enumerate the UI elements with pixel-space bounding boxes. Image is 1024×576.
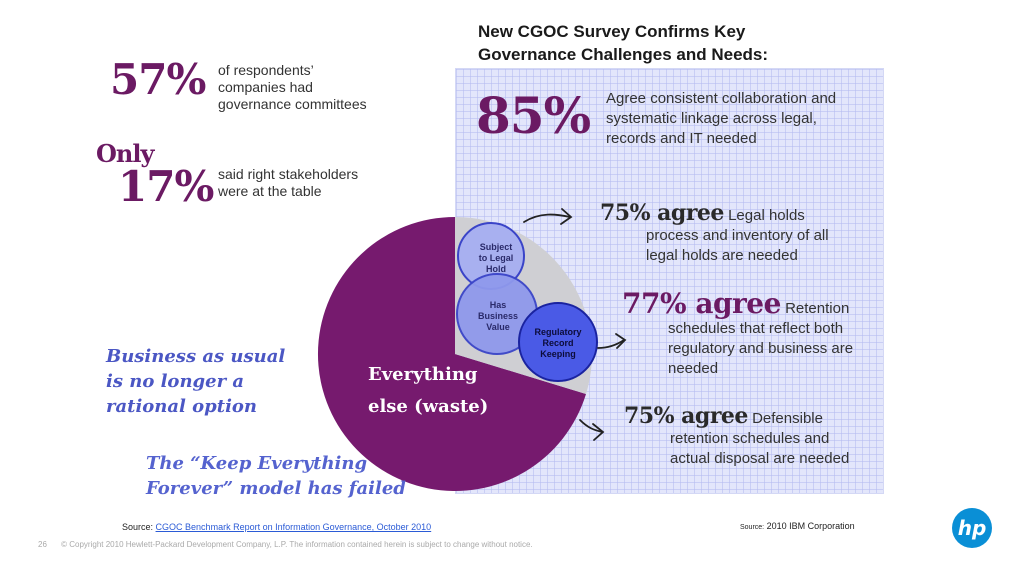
stat-17-description: said right stakeholders were at the tabl… xyxy=(218,166,438,200)
source-right-text: 2010 IBM Corporation xyxy=(766,521,855,531)
stat-line: records and IT needed xyxy=(606,130,757,147)
agree-line: retention schedules and xyxy=(670,430,830,447)
bubble-label-line: Keeping xyxy=(540,349,576,359)
stat-line: were at the table xyxy=(218,183,322,199)
note-line: rational option xyxy=(106,396,257,417)
stat-line: systematic linkage across legal, xyxy=(606,110,817,127)
note-line: The “Keep Everything xyxy=(146,453,368,474)
note-line: Business as usual xyxy=(106,346,286,367)
stat-85-description: Agree consistent collaboration and syste… xyxy=(606,89,866,149)
arrow-icon xyxy=(579,419,605,441)
bubble-label-line: Has xyxy=(489,300,507,310)
agree-percent: 75% agree xyxy=(600,200,724,226)
agree-line: needed xyxy=(668,360,719,377)
bubble-label-line: Business xyxy=(477,311,519,321)
agree-heading: 75% agree Defensible xyxy=(624,403,874,429)
bubble-label-line: Regulatory xyxy=(534,327,582,337)
bubble-label-line: Hold xyxy=(486,264,506,274)
slide-headline: New CGOC Survey Confirms Key Governance … xyxy=(478,20,898,66)
agree-line: legal holds are needed xyxy=(646,247,798,264)
bubble-label-regulatory: Regulatory Record Keeping xyxy=(526,327,590,360)
source-right-prefix: Source: xyxy=(740,524,765,531)
arrow-icon xyxy=(597,333,627,349)
hp-logo-icon: hp xyxy=(952,508,992,548)
note-business-as-usual: Business as usual is no longer a rationa… xyxy=(106,344,326,419)
note-keep-everything: The “Keep Everything Forever” model has … xyxy=(146,451,426,501)
stat-line: companies had xyxy=(218,79,313,95)
footer: 26 © Copyright 2010 Hewlett-Packard Deve… xyxy=(38,540,533,549)
bubble-label-line: Value xyxy=(486,322,510,332)
stat-57-description: of respondents’ companies had governance… xyxy=(218,62,438,113)
stat-line: of respondents’ xyxy=(218,62,314,78)
pie-label-waste-line-2: else (waste) xyxy=(368,396,489,417)
agree-defensible: 75% agree Defensible retention schedules… xyxy=(624,403,874,469)
agree-first-words: Retention xyxy=(785,300,850,317)
arrow-icon xyxy=(523,208,573,225)
agree-percent: 77% agree xyxy=(622,287,781,320)
agree-retention: 77% agree Retention schedules that refle… xyxy=(622,290,882,379)
stat-line: Agree consistent collaboration and xyxy=(606,90,837,107)
stat-17-value: 17% xyxy=(118,162,214,211)
stat-line: governance committees xyxy=(218,96,367,112)
headline-line-1: New CGOC Survey Confirms Key xyxy=(478,22,746,41)
source-right: Source: 2010 IBM Corporation xyxy=(740,521,855,531)
copyright-text: © Copyright 2010 Hewlett-Packard Develop… xyxy=(61,540,533,549)
source-left-link[interactable]: CGOC Benchmark Report on Information Gov… xyxy=(155,522,432,532)
bubble-label-line: Subject xyxy=(479,242,513,252)
agree-first-words: Legal holds xyxy=(728,207,805,224)
note-line: Forever” model has failed xyxy=(146,478,406,499)
bubble-label-line: to Legal xyxy=(478,253,514,263)
agree-line: actual disposal are needed xyxy=(670,450,850,467)
note-line: is no longer a xyxy=(106,371,244,392)
source-left: Source: CGOC Benchmark Report on Informa… xyxy=(122,522,431,532)
bubble-label-line: Record xyxy=(542,338,574,348)
stat-57-value: 57% xyxy=(110,55,206,104)
page-number: 26 xyxy=(38,540,47,549)
agree-legal-holds: 75% agree Legal holds process and invent… xyxy=(600,200,870,266)
headline-line-2: Governance Challenges and Needs: xyxy=(478,45,769,64)
agree-percent: 75% agree xyxy=(624,403,748,429)
bubble-label-business-value: Has Business Value xyxy=(468,300,528,333)
agree-line: schedules that reflect both xyxy=(668,320,844,337)
pie-label-waste-line-1: Everything xyxy=(368,364,478,385)
stat-85-value: 85% xyxy=(476,86,591,145)
agree-line: regulatory and business are xyxy=(668,340,854,357)
agree-heading: 77% agree Retention xyxy=(622,290,882,319)
agree-line: process and inventory of all xyxy=(646,227,829,244)
pie-slice-waste xyxy=(317,216,586,492)
stat-17-prefix: Only xyxy=(96,139,154,168)
stat-line: said right stakeholders xyxy=(218,166,359,182)
source-left-prefix: Source: xyxy=(122,522,154,532)
bubble-label-legal-hold: Subject to Legal Hold xyxy=(466,242,526,275)
agree-heading: 75% agree Legal holds xyxy=(600,200,870,226)
hp-logo-text: hp xyxy=(958,516,987,540)
agree-first-words: Defensible xyxy=(752,410,823,427)
bubble-regulatory xyxy=(518,302,598,382)
